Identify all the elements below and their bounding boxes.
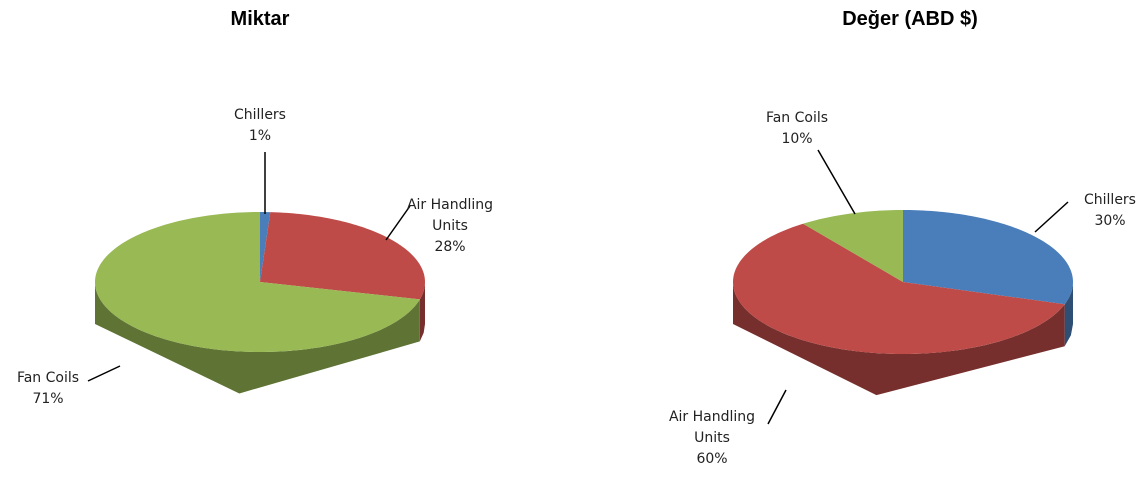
pie-side xyxy=(419,282,425,342)
label-value: 60% xyxy=(696,451,728,467)
leader-line xyxy=(1034,201,1069,233)
label-name: Chillers xyxy=(1084,192,1136,208)
chart-title: Değer (ABD $) xyxy=(842,8,978,30)
data-label: Chillers 1% xyxy=(200,105,320,147)
data-label: Fan Coils 71% xyxy=(0,368,108,410)
leader-line xyxy=(817,149,856,215)
pie-side xyxy=(733,282,1065,396)
pie-side xyxy=(95,282,420,394)
pie-side xyxy=(1064,282,1073,347)
label-value: 1% xyxy=(248,128,272,144)
label-name: Chillers xyxy=(234,107,286,123)
data-label: Fan Coils 10% xyxy=(737,108,857,150)
leader-line xyxy=(87,365,121,382)
label-name: Air Handling Units xyxy=(668,409,756,446)
pie-slice xyxy=(260,212,271,282)
label-value: 10% xyxy=(781,131,813,147)
label-name: Fan Coils xyxy=(16,370,80,386)
label-name: Air Handling Units xyxy=(406,197,494,234)
leader-line xyxy=(385,205,411,241)
pie-slice xyxy=(903,210,1073,305)
data-label: Air Handling Units 60% xyxy=(652,407,772,470)
pie-slice xyxy=(260,212,425,300)
label-value: 71% xyxy=(32,391,64,407)
pie-slice xyxy=(733,223,1065,354)
label-value: 28% xyxy=(434,239,466,255)
label-name: Fan Coils xyxy=(765,110,829,126)
pie-slice xyxy=(95,212,420,352)
data-label: Air Handling Units 28% xyxy=(390,195,510,258)
label-value: 30% xyxy=(1094,213,1126,229)
chart-title: Miktar xyxy=(230,8,290,30)
data-label: Chillers 30% xyxy=(1050,190,1144,232)
leader-line xyxy=(767,389,787,425)
pie-slice xyxy=(803,210,903,282)
